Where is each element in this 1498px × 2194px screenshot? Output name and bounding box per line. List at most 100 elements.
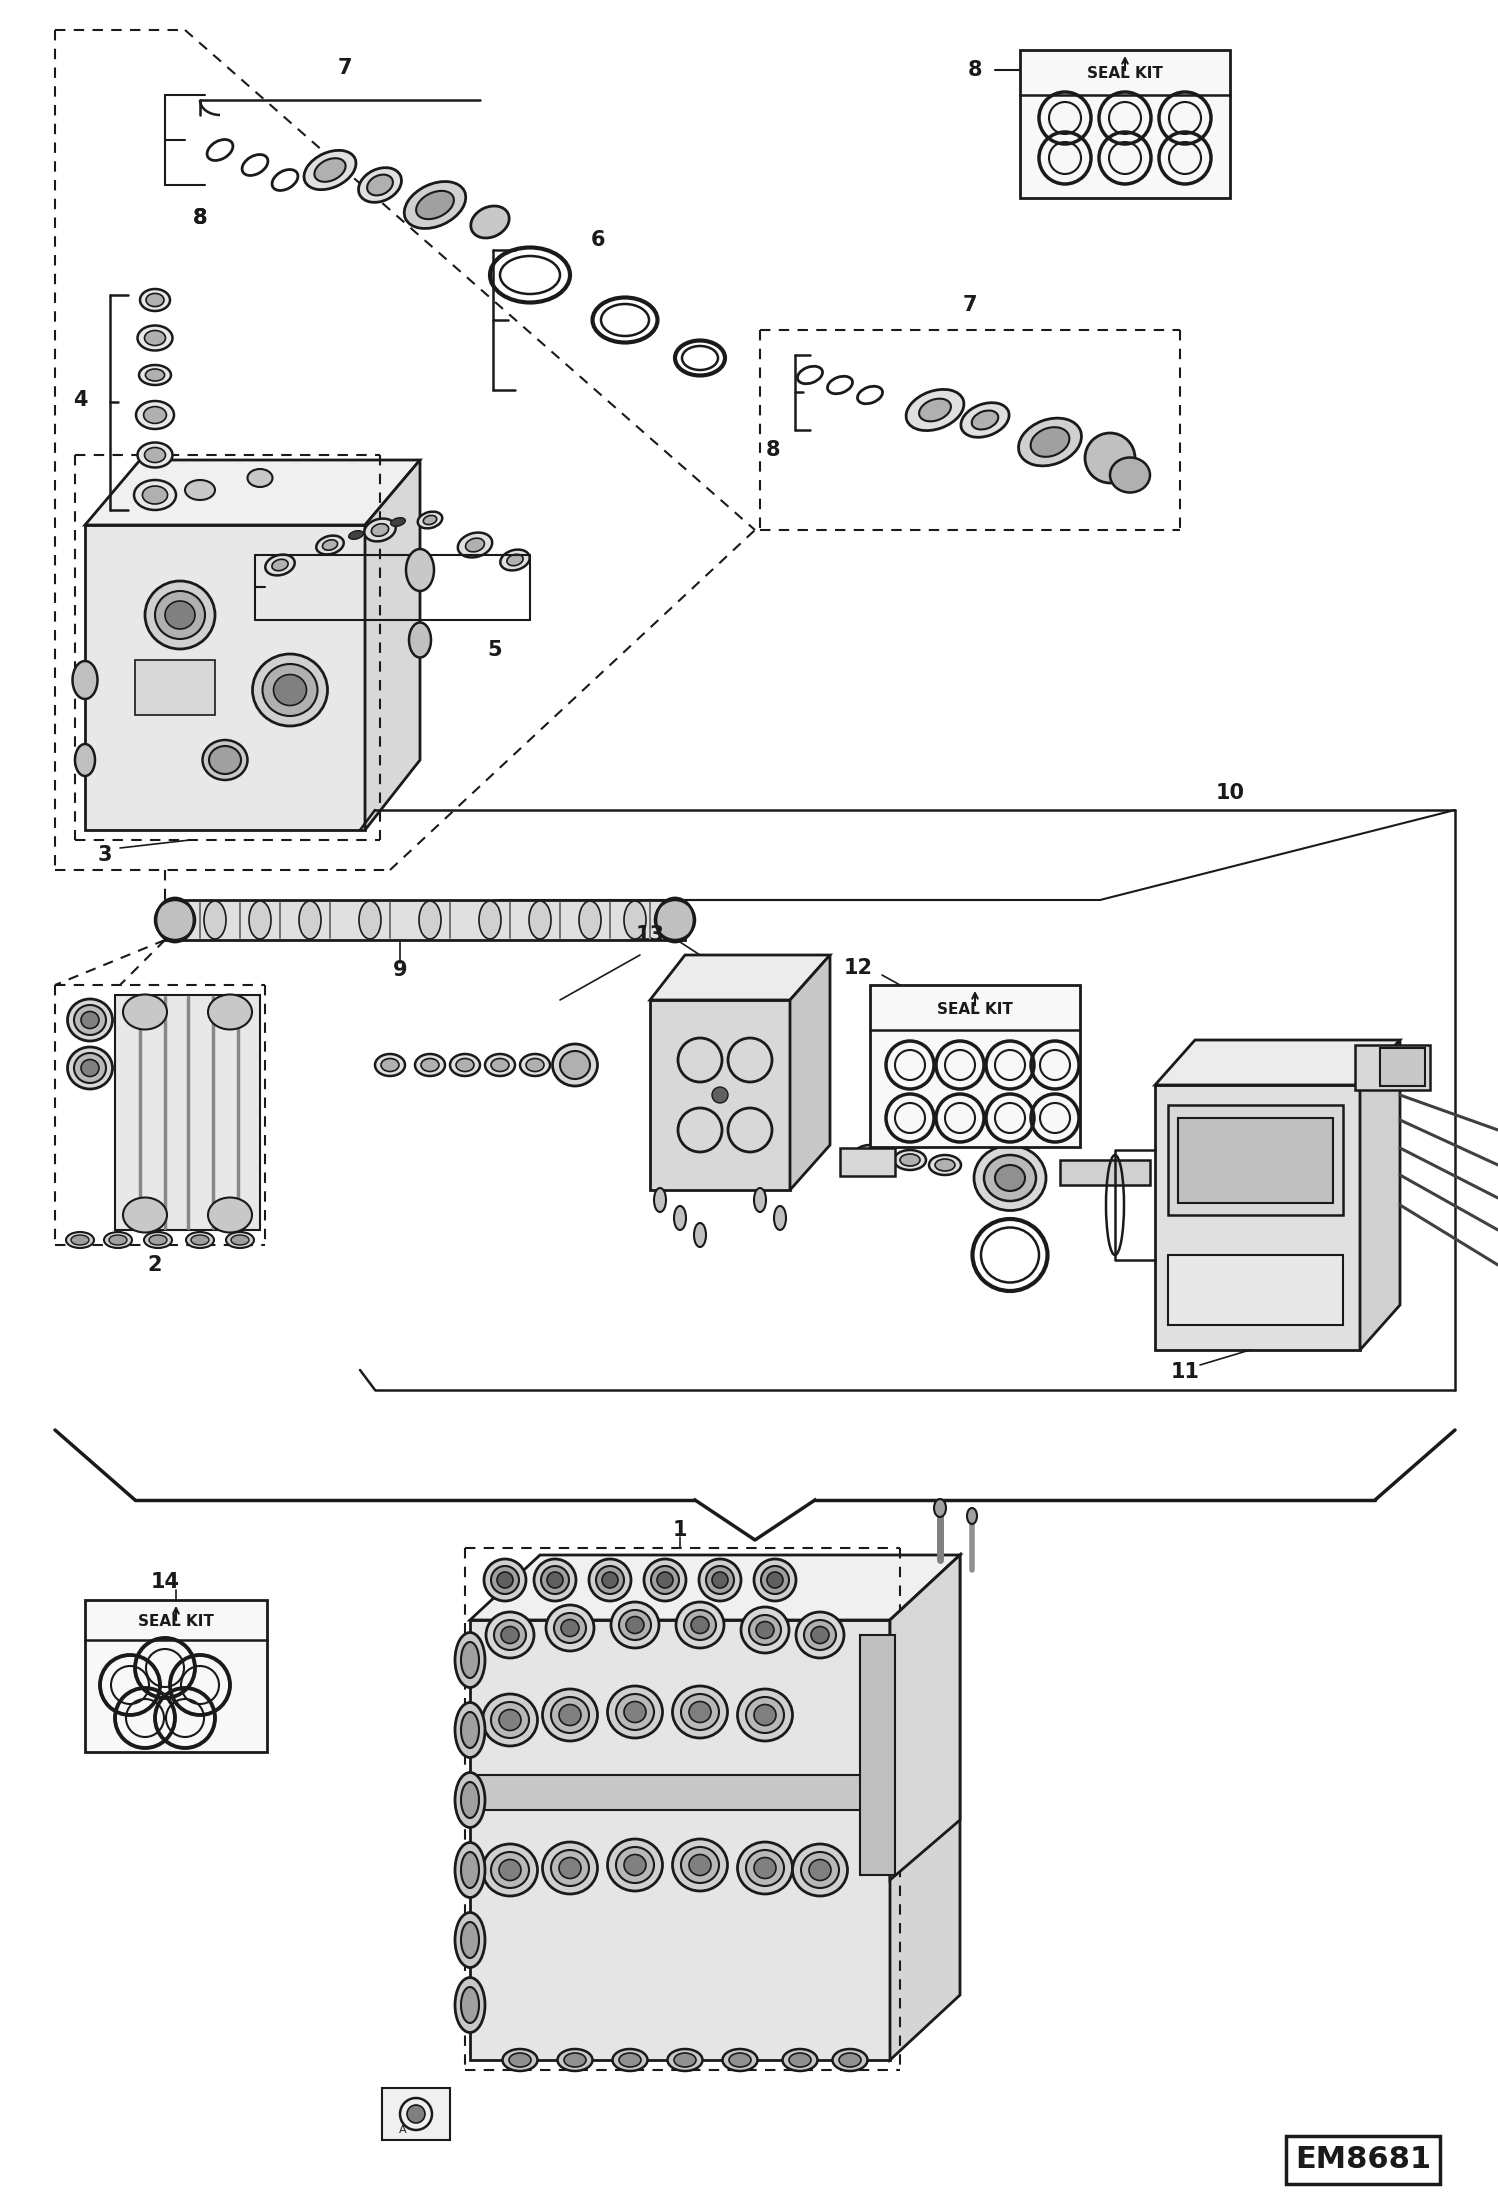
Ellipse shape [742,1606,789,1652]
Ellipse shape [491,1852,529,1889]
Ellipse shape [455,1913,485,1968]
Ellipse shape [547,1571,563,1588]
Ellipse shape [737,1689,792,1742]
Ellipse shape [494,1619,526,1650]
Ellipse shape [461,1711,479,1749]
Ellipse shape [192,1235,210,1244]
Polygon shape [470,1556,960,1619]
Ellipse shape [265,555,295,575]
Text: SEAL KIT: SEAL KIT [1088,66,1162,81]
Ellipse shape [674,1207,686,1231]
Polygon shape [165,900,685,939]
Ellipse shape [625,902,646,939]
Ellipse shape [145,369,165,382]
Ellipse shape [767,1571,783,1588]
Ellipse shape [706,1567,734,1595]
Ellipse shape [204,902,226,939]
Ellipse shape [208,1198,252,1233]
Ellipse shape [349,531,364,540]
Bar [1168,1106,1344,1215]
Ellipse shape [424,516,437,524]
Ellipse shape [746,1850,783,1887]
Ellipse shape [689,1703,712,1722]
Ellipse shape [565,2054,586,2067]
Ellipse shape [406,548,434,590]
Polygon shape [789,954,830,1189]
Ellipse shape [315,158,346,182]
Ellipse shape [655,1187,667,1211]
Ellipse shape [774,1207,786,1231]
Ellipse shape [551,1696,589,1733]
Ellipse shape [415,1053,445,1075]
Ellipse shape [145,294,163,307]
Ellipse shape [984,1154,1037,1200]
Ellipse shape [144,1233,172,1248]
Bar [1061,1161,1150,1185]
Ellipse shape [123,994,166,1029]
Text: 3: 3 [97,845,112,864]
Ellipse shape [526,1058,544,1071]
Text: 1: 1 [673,1520,688,1540]
Ellipse shape [749,1615,780,1646]
Ellipse shape [730,2054,750,2067]
Ellipse shape [482,1843,538,1896]
Polygon shape [890,1556,960,2060]
Ellipse shape [756,1621,774,1639]
Ellipse shape [72,660,97,700]
Text: 10: 10 [1215,783,1245,803]
Ellipse shape [682,1847,719,1882]
Bar [85,1599,267,1753]
Ellipse shape [499,1709,521,1731]
Text: 11: 11 [1170,1362,1200,1382]
Ellipse shape [658,1571,673,1588]
Ellipse shape [506,555,523,566]
Circle shape [712,1086,728,1104]
Ellipse shape [972,410,998,430]
Ellipse shape [404,182,466,228]
Polygon shape [1360,1040,1401,1349]
Ellipse shape [165,601,195,630]
Ellipse shape [626,1617,644,1635]
Bar [135,660,216,715]
Text: 5: 5 [488,641,502,660]
Ellipse shape [691,1617,709,1635]
Ellipse shape [497,1571,512,1588]
Ellipse shape [673,1839,728,1891]
Ellipse shape [123,1198,166,1233]
Ellipse shape [551,1850,589,1887]
Ellipse shape [894,1150,926,1169]
Ellipse shape [491,1567,518,1595]
Ellipse shape [974,1145,1046,1211]
Bar [1168,1255,1344,1325]
Ellipse shape [676,1602,724,1648]
Ellipse shape [619,2054,641,2067]
Text: 12: 12 [843,959,872,979]
Ellipse shape [722,2049,758,2071]
Text: 7: 7 [963,294,977,316]
Text: 14: 14 [150,1571,180,1593]
Ellipse shape [602,1571,619,1588]
Ellipse shape [810,1626,828,1643]
Ellipse shape [596,1567,625,1595]
Ellipse shape [833,2049,867,2071]
Text: 7: 7 [337,57,352,79]
Ellipse shape [139,290,169,312]
Ellipse shape [466,538,484,553]
Ellipse shape [73,1053,106,1084]
Ellipse shape [559,1705,581,1724]
Ellipse shape [553,1044,598,1086]
Ellipse shape [455,1703,485,1757]
Ellipse shape [712,1571,728,1588]
Ellipse shape [673,1685,728,1738]
Ellipse shape [458,533,493,557]
Ellipse shape [753,1858,776,1878]
Polygon shape [1356,1044,1431,1090]
Ellipse shape [608,1839,662,1891]
Ellipse shape [484,1560,526,1602]
Ellipse shape [560,1051,590,1079]
Ellipse shape [929,1154,962,1176]
Ellipse shape [491,1058,509,1071]
Ellipse shape [455,1977,485,2032]
Bar [1020,50,1230,197]
Ellipse shape [1019,419,1082,465]
